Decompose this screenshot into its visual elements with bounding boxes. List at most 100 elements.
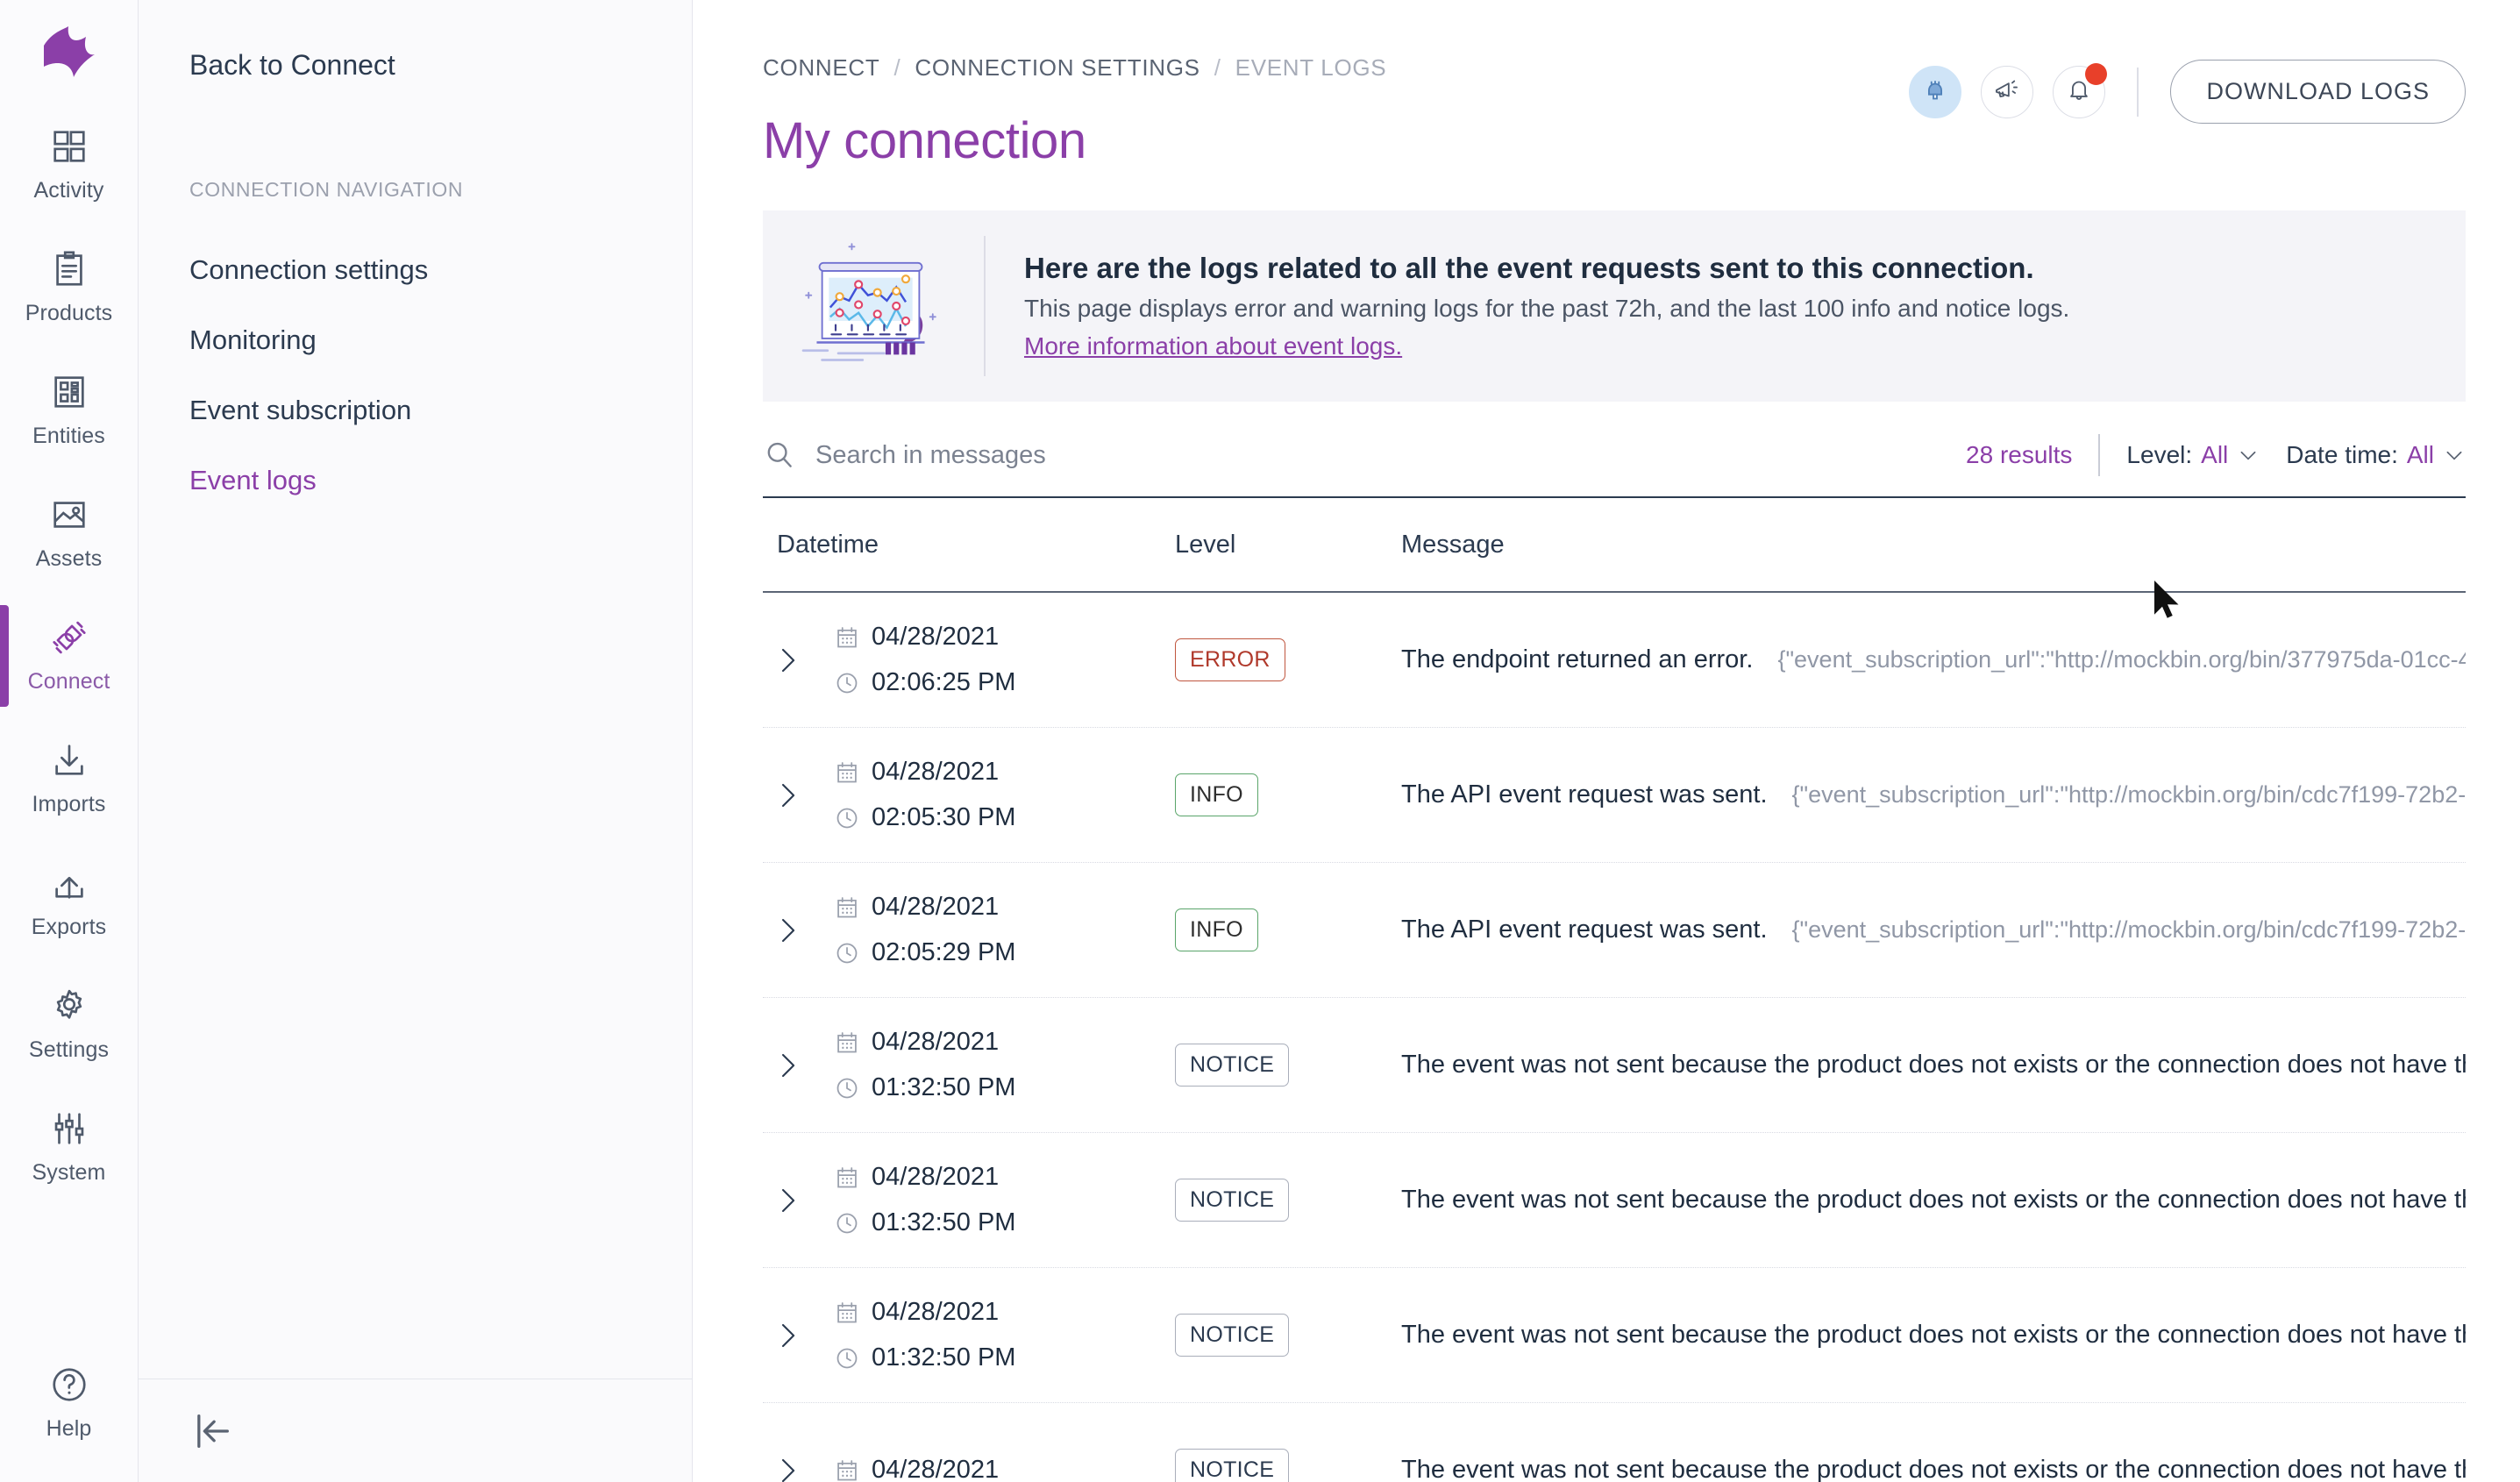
sidebar-item-label: Imports bbox=[32, 792, 106, 816]
entities-icon bbox=[49, 372, 89, 412]
sidebar-item-exports[interactable]: Exports bbox=[0, 840, 138, 963]
sidebar-item-label: Assets bbox=[35, 546, 103, 571]
row-time: 02:06:25 PM bbox=[835, 668, 1015, 697]
sidebar-item-connect[interactable]: Connect bbox=[0, 595, 138, 717]
plug-icon bbox=[49, 617, 89, 658]
table-row[interactable]: 04/28/2021 01:32:50 PM NOTICE The event was… bbox=[763, 998, 2466, 1133]
row-level-cell: INFO bbox=[1175, 908, 1401, 951]
subnav-section-title: CONNECTION NAVIGATION bbox=[189, 178, 464, 201]
row-time-value: 02:05:29 PM bbox=[872, 938, 1016, 966]
subnav-item-event-subscription[interactable]: Event subscription bbox=[189, 395, 412, 425]
row-date: 04/28/2021 bbox=[835, 1028, 1015, 1057]
page-title: My connection bbox=[763, 112, 1086, 169]
status-badge: INFO bbox=[1175, 773, 1258, 816]
sidebar-item-products[interactable]: Products bbox=[0, 226, 138, 349]
row-level-cell: NOTICE bbox=[1175, 1179, 1401, 1222]
banner-title: Here are the logs related to all the eve… bbox=[1024, 252, 2034, 284]
download-logs-button[interactable]: DOWNLOAD LOGS bbox=[2170, 60, 2466, 124]
sidebar-item-assets[interactable]: Assets bbox=[0, 472, 138, 595]
banner-more-info-link[interactable]: More information about event logs. bbox=[1024, 332, 1403, 360]
expand-row-chevron-right-icon[interactable] bbox=[763, 1046, 812, 1085]
expand-row-chevron-right-icon[interactable] bbox=[763, 1451, 812, 1482]
dashboard-chart-illustration-icon bbox=[787, 236, 954, 376]
row-date: 04/28/2021 bbox=[835, 1163, 1015, 1192]
row-date-value: 04/28/2021 bbox=[872, 758, 1000, 786]
row-datetime-cell: 04/28/2021 bbox=[763, 1451, 1175, 1482]
akeneo-logo-icon bbox=[43, 26, 95, 77]
expand-row-chevron-right-icon[interactable] bbox=[763, 641, 812, 680]
row-message-text: The API event request was sent. bbox=[1401, 780, 1768, 809]
back-to-connect-link[interactable]: Back to Connect bbox=[189, 49, 395, 81]
subnav-item-event-logs[interactable]: Event logs bbox=[189, 465, 317, 495]
table-row[interactable]: 04/28/2021 02:05:29 PM INFO The API event r… bbox=[763, 863, 2466, 998]
table-row[interactable]: 04/28/2021 01:32:50 PM NOTICE The event was… bbox=[763, 1268, 2466, 1403]
row-message-text: The event was not sent because the produ… bbox=[1401, 1051, 2466, 1079]
row-date: 04/28/2021 bbox=[835, 893, 1015, 922]
row-datetime-cell: 04/28/2021 02:05:30 PM bbox=[763, 758, 1175, 832]
table-row[interactable]: 04/28/2021 01:32:50 PM NOTICE The event was… bbox=[763, 1133, 2466, 1268]
breadcrumb-item-connect[interactable]: CONNECT bbox=[763, 54, 880, 81]
grid-icon bbox=[49, 126, 89, 167]
sidebar-item-label: Entities bbox=[32, 424, 105, 448]
image-icon bbox=[49, 495, 89, 535]
row-message-cell: The event was not sent because the produ… bbox=[1401, 1051, 2466, 1079]
level-filter-label: Level: bbox=[2126, 441, 2193, 468]
breadcrumb-item-connection-settings[interactable]: CONNECTION SETTINGS bbox=[915, 54, 1200, 81]
row-date-value: 04/28/2021 bbox=[872, 1298, 1000, 1326]
expand-row-chevron-right-icon[interactable] bbox=[763, 1316, 812, 1355]
expand-row-chevron-right-icon[interactable] bbox=[763, 1181, 812, 1220]
row-datetime-cell: 04/28/2021 01:32:50 PM bbox=[763, 1298, 1175, 1372]
level-filter[interactable]: Level: All bbox=[2100, 441, 2260, 469]
subnav-item-connection-settings[interactable]: Connection settings bbox=[189, 254, 429, 285]
collapse-panel-icon[interactable] bbox=[189, 1408, 235, 1454]
main-content: CONNECT / CONNECTION SETTINGS / EVENT LOGS M… bbox=[693, 0, 2520, 1482]
sidebar-item-label: Exports bbox=[31, 915, 107, 939]
row-date: 04/28/2021 bbox=[835, 1298, 1015, 1327]
nav-items: Activity Products Entities Assets Connect Imp… bbox=[0, 103, 138, 1208]
row-time: 01:32:50 PM bbox=[835, 1208, 1015, 1237]
info-banner: Here are the logs related to all the eve… bbox=[763, 210, 2466, 402]
sidebar-item-help[interactable]: Help bbox=[0, 1364, 138, 1442]
status-badge: INFO bbox=[1175, 908, 1258, 951]
expand-row-chevron-right-icon[interactable] bbox=[763, 776, 812, 815]
datetime-filter[interactable]: Date time: All bbox=[2260, 441, 2466, 469]
breadcrumb-separator: / bbox=[893, 54, 901, 81]
sidebar-item-entities[interactable]: Entities bbox=[0, 349, 138, 472]
filter-toolbar: 28 results Level: All Date time: All bbox=[763, 414, 2466, 498]
row-time-value: 01:32:50 PM bbox=[872, 1208, 1016, 1236]
sidebar-item-system[interactable]: System bbox=[0, 1086, 138, 1208]
header-divider bbox=[2137, 67, 2139, 117]
user-avatar-button[interactable] bbox=[1909, 65, 1962, 118]
sidebar-item-activity[interactable]: Activity bbox=[0, 103, 138, 226]
results-count: 28 results bbox=[1966, 441, 2073, 468]
subnav-item-monitoring[interactable]: Monitoring bbox=[189, 324, 317, 355]
table-row[interactable]: 04/28/2021 02:05:30 PM INFO The API event r… bbox=[763, 728, 2466, 863]
gear-icon bbox=[49, 986, 89, 1026]
row-time: 01:32:50 PM bbox=[835, 1073, 1015, 1102]
row-date-value: 04/28/2021 bbox=[872, 623, 1000, 651]
row-date-value: 04/28/2021 bbox=[872, 1028, 1000, 1056]
table-row[interactable]: 04/28/2021 NOTICE The event was not sent b… bbox=[763, 1403, 2466, 1482]
banner-subtitle: This page displays error and warning log… bbox=[1024, 295, 2070, 322]
expand-row-chevron-right-icon[interactable] bbox=[763, 911, 812, 950]
page-header: CONNECT / CONNECTION SETTINGS / EVENT LOGS M… bbox=[763, 0, 2466, 170]
row-time-value: 02:06:25 PM bbox=[872, 668, 1016, 696]
status-badge: ERROR bbox=[1175, 638, 1285, 681]
row-datetime-cell: 04/28/2021 01:32:50 PM bbox=[763, 1028, 1175, 1102]
datetime-filter-value: All bbox=[2406, 441, 2434, 468]
table-header: Datetime Level Message bbox=[763, 498, 2466, 593]
megaphone-icon bbox=[1992, 75, 2022, 109]
sidebar-item-imports[interactable]: Imports bbox=[0, 717, 138, 840]
filter-divider bbox=[2098, 434, 2101, 476]
table-row[interactable]: 04/28/2021 02:06:25 PM ERROR The endpoint r… bbox=[763, 593, 2466, 728]
notifications-button[interactable] bbox=[2053, 62, 2108, 118]
row-datetime-cell: 04/28/2021 01:32:50 PM bbox=[763, 1163, 1175, 1237]
row-datetime-cell: 04/28/2021 02:05:29 PM bbox=[763, 893, 1175, 967]
row-message-cell: The event was not sent because the produ… bbox=[1401, 1456, 2466, 1482]
app-logo[interactable] bbox=[0, 0, 138, 103]
sliders-icon bbox=[49, 1108, 89, 1149]
announcements-button[interactable] bbox=[1981, 65, 2034, 118]
sidebar-item-settings[interactable]: Settings bbox=[0, 963, 138, 1086]
search-input[interactable] bbox=[815, 440, 1429, 470]
